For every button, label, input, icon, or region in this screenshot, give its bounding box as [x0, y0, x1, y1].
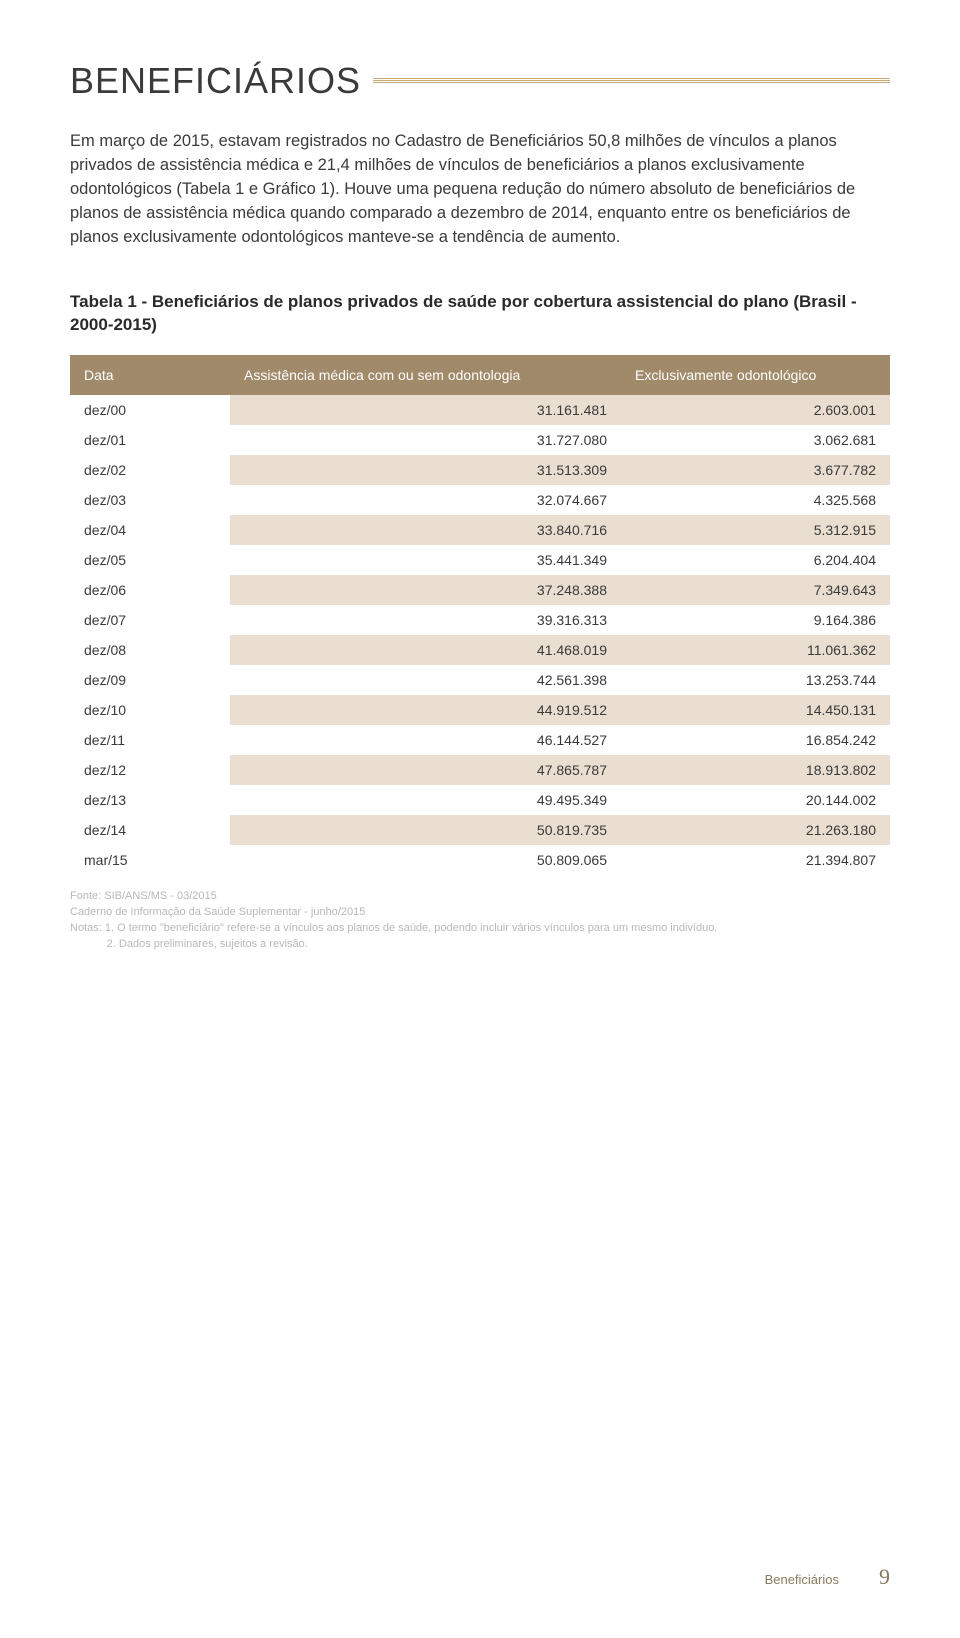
table-cell: dez/00 — [70, 395, 230, 425]
table-cell: dez/08 — [70, 635, 230, 665]
table-row: dez/1349.495.34920.144.002 — [70, 785, 890, 815]
table-cell: dez/02 — [70, 455, 230, 485]
table-cell: dez/06 — [70, 575, 230, 605]
table-cell: 33.840.716 — [230, 515, 621, 545]
table-cell: 14.450.131 — [621, 695, 890, 725]
table-cell: 21.263.180 — [621, 815, 890, 845]
table-cell: 7.349.643 — [621, 575, 890, 605]
page-title: BENEFICIÁRIOS — [70, 60, 361, 102]
table-cell: 4.325.568 — [621, 485, 890, 515]
intro-paragraph: Em março de 2015, estavam registrados no… — [70, 130, 890, 250]
table-cell: dez/04 — [70, 515, 230, 545]
table-cell: 35.441.349 — [230, 545, 621, 575]
table-row: dez/0031.161.4812.603.001 — [70, 395, 890, 425]
table-row: dez/0942.561.39813.253.744 — [70, 665, 890, 695]
table-cell: 50.819.735 — [230, 815, 621, 845]
table-row: mar/1550.809.06521.394.807 — [70, 845, 890, 875]
table-row: dez/1044.919.51214.450.131 — [70, 695, 890, 725]
note-line: Caderno de Informação da Saúde Suplement… — [70, 905, 890, 921]
table-cell: 41.468.019 — [230, 635, 621, 665]
title-row: BENEFICIÁRIOS — [70, 60, 890, 102]
table-cell: 3.062.681 — [621, 425, 890, 455]
table-row: dez/0739.316.3139.164.386 — [70, 605, 890, 635]
table-cell: 47.865.787 — [230, 755, 621, 785]
table-row: dez/1247.865.78718.913.802 — [70, 755, 890, 785]
table-cell: dez/03 — [70, 485, 230, 515]
table-cell: mar/15 — [70, 845, 230, 875]
table-cell: dez/05 — [70, 545, 230, 575]
table-cell: 13.253.744 — [621, 665, 890, 695]
table-cell: dez/01 — [70, 425, 230, 455]
table-cell: dez/13 — [70, 785, 230, 815]
table-cell: 37.248.388 — [230, 575, 621, 605]
note-line: 2. Dados preliminares, sujeitos a revisã… — [70, 937, 890, 953]
table-cell: dez/10 — [70, 695, 230, 725]
table-cell: 21.394.807 — [621, 845, 890, 875]
table-cell: dez/09 — [70, 665, 230, 695]
table-cell: dez/07 — [70, 605, 230, 635]
note-line: Notas: 1. O termo "beneficiário" refere-… — [70, 921, 890, 937]
table-row: dez/0433.840.7165.312.915 — [70, 515, 890, 545]
table-row: dez/0332.074.6674.325.568 — [70, 485, 890, 515]
table-cell: 32.074.667 — [230, 485, 621, 515]
table-cell: 31.727.080 — [230, 425, 621, 455]
table-cell: 44.919.512 — [230, 695, 621, 725]
table-cell: 49.495.349 — [230, 785, 621, 815]
col-header-odonto: Exclusivamente odontológico — [621, 355, 890, 395]
table-cell: 42.561.398 — [230, 665, 621, 695]
table-row: dez/0231.513.3093.677.782 — [70, 455, 890, 485]
beneficiarios-table: Data Assistência médica com ou sem odont… — [70, 355, 890, 875]
table-cell: 18.913.802 — [621, 755, 890, 785]
source-notes: Fonte: SIB/ANS/MS - 03/2015 Caderno de I… — [70, 889, 890, 953]
table-cell: 20.144.002 — [621, 785, 890, 815]
table-row: dez/1146.144.52716.854.242 — [70, 725, 890, 755]
table-row: dez/0637.248.3887.349.643 — [70, 575, 890, 605]
table-cell: 9.164.386 — [621, 605, 890, 635]
footer-page-number: 9 — [879, 1564, 890, 1590]
table-row: dez/0841.468.01911.061.362 — [70, 635, 890, 665]
table-cell: 50.809.065 — [230, 845, 621, 875]
table-cell: 3.677.782 — [621, 455, 890, 485]
table-cell: 31.513.309 — [230, 455, 621, 485]
table-cell: dez/12 — [70, 755, 230, 785]
table-cell: 5.312.915 — [621, 515, 890, 545]
table-header-row: Data Assistência médica com ou sem odont… — [70, 355, 890, 395]
table-cell: 2.603.001 — [621, 395, 890, 425]
table-cell: 16.854.242 — [621, 725, 890, 755]
table-cell: 46.144.527 — [230, 725, 621, 755]
note-line: Fonte: SIB/ANS/MS - 03/2015 — [70, 889, 890, 905]
table-row: dez/0131.727.0803.062.681 — [70, 425, 890, 455]
table-row: dez/0535.441.3496.204.404 — [70, 545, 890, 575]
col-header-medica: Assistência médica com ou sem odontologi… — [230, 355, 621, 395]
table-cell: dez/11 — [70, 725, 230, 755]
table-cell: 6.204.404 — [621, 545, 890, 575]
table-title: Tabela 1 - Beneficiários de planos priva… — [70, 290, 890, 338]
table-cell: 11.061.362 — [621, 635, 890, 665]
table-cell: dez/14 — [70, 815, 230, 845]
table-cell: 31.161.481 — [230, 395, 621, 425]
col-header-data: Data — [70, 355, 230, 395]
table-row: dez/1450.819.73521.263.180 — [70, 815, 890, 845]
table-cell: 39.316.313 — [230, 605, 621, 635]
title-rule — [373, 78, 890, 84]
footer-section: Beneficiários — [765, 1572, 839, 1587]
page-footer: Beneficiários 9 — [765, 1564, 890, 1590]
